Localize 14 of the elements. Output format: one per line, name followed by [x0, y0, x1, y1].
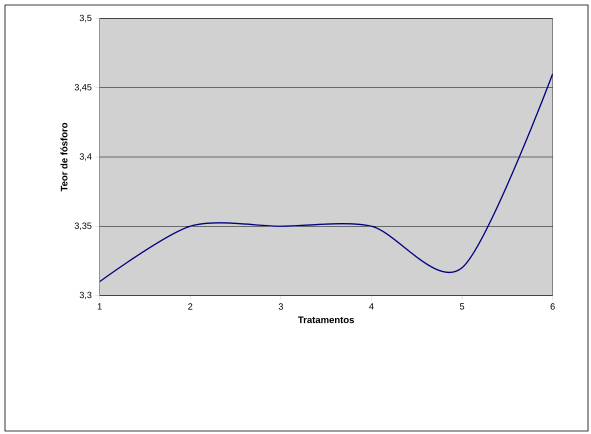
y-tick-label: 3,3	[80, 292, 92, 300]
y-axis-title: Teor de fósforo	[60, 122, 68, 192]
line-series	[100, 73, 553, 282]
x-axis-title: Tratamentos	[298, 316, 354, 324]
y-tick-label: 3,5	[80, 14, 92, 22]
y-tick-label: 3,35	[74, 222, 92, 230]
x-tick-label: 1	[98, 303, 102, 310]
x-tick-label: 4	[369, 303, 374, 310]
x-tick-label: 2	[188, 303, 192, 310]
x-tick-label: 3	[278, 303, 283, 310]
y-tick-label: 3,45	[74, 84, 92, 92]
x-tick-label: 5	[460, 303, 464, 310]
x-tick-label: 6	[550, 303, 555, 310]
y-tick-label: 3,4	[80, 153, 92, 161]
